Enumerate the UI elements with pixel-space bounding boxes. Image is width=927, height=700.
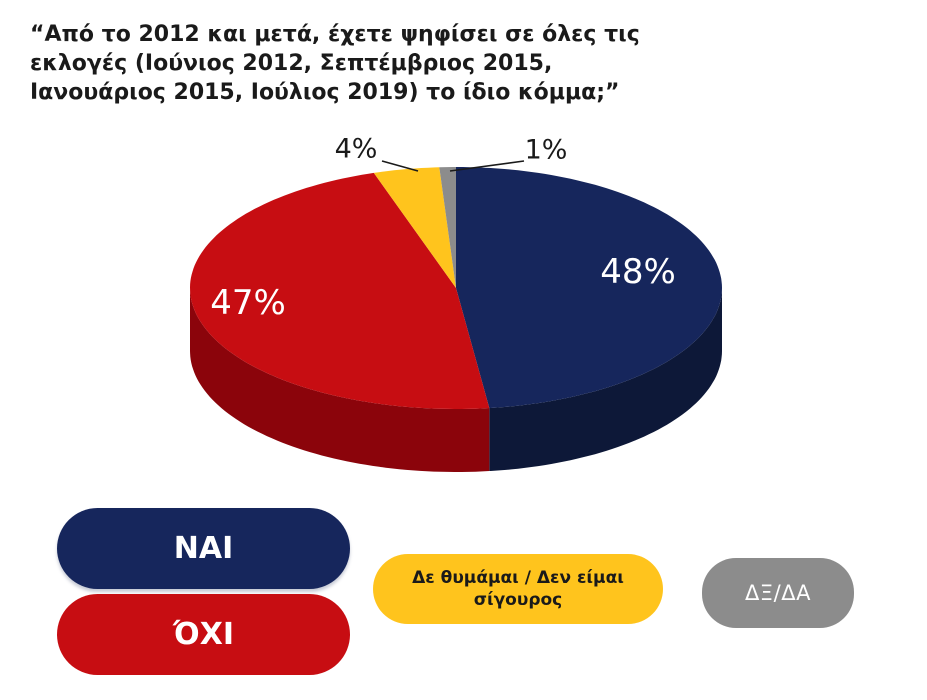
slice-value-label-no: 47% (210, 283, 286, 323)
pie-slices-group (190, 167, 722, 472)
leader-lines-group (381, 160, 525, 172)
title-line-2: εκλογές (Ιούνιος 2012, Σεπτέμβριος 2015, (30, 51, 553, 76)
pie-slice-side-1 (190, 288, 490, 472)
pie-slice-side-0 (489, 288, 722, 471)
legend-label-no: ΌΧΙ (172, 617, 234, 652)
pie-slice-top-1 (190, 172, 490, 409)
legend-label-dont-remember-line2: σίγουρος (473, 590, 563, 610)
legend-pill-dont-remember: Δε θυμάμαι / Δεν είμαι σίγουρος (373, 554, 663, 624)
legend-label-dk-na: ΔΞ/ΔΑ (745, 581, 811, 605)
chart-question-title: “Από το 2012 και μετά, έχετε ψηφίσει σε … (30, 20, 640, 107)
pie-slice-top-2 (373, 167, 456, 288)
leader-line-4pct (381, 160, 419, 172)
slice-value-label-dont-remember: 4% (334, 133, 378, 165)
leader-line-1pct (449, 160, 525, 172)
slice-value-label-yes: 48% (600, 252, 676, 292)
pie-slice-top-3 (439, 167, 456, 288)
slice-value-label-dk-na: 1% (524, 134, 568, 166)
legend-pill-no: ΌΧΙ (57, 594, 350, 675)
title-line-3: Ιανουάριος 2015, Ιούλιος 2019) το ίδιο κ… (30, 80, 620, 105)
legend-label-dont-remember-line1: Δε θυμάμαι / Δεν είμαι (412, 568, 624, 588)
legend-pill-yes: ΝΑΙ (57, 508, 350, 589)
legend-label-yes: ΝΑΙ (173, 531, 234, 566)
legend-pill-dk-na: ΔΞ/ΔΑ (702, 558, 854, 628)
title-line-1: “Από το 2012 και μετά, έχετε ψηφίσει σε … (30, 22, 640, 47)
pie-slice-top-0 (456, 167, 722, 408)
